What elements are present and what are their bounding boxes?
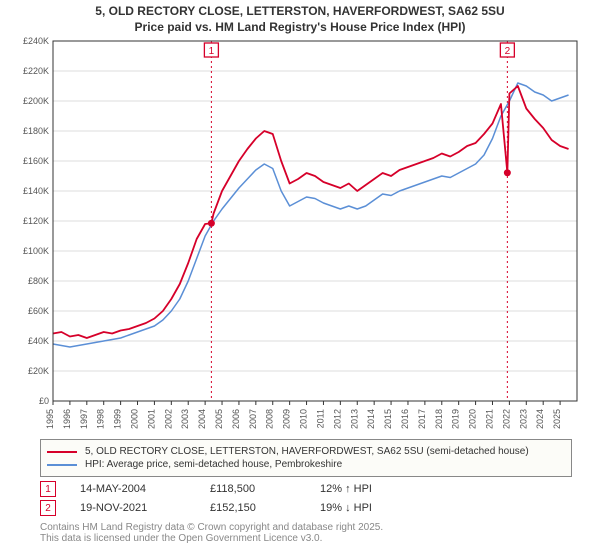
svg-text:2000: 2000 (130, 409, 140, 429)
legend-label-2: HPI: Average price, semi-detached house,… (85, 459, 342, 470)
svg-text:2015: 2015 (383, 409, 393, 429)
legend-row-1: 5, OLD RECTORY CLOSE, LETTERSTON, HAVERF… (47, 446, 565, 457)
svg-text:2023: 2023 (518, 409, 528, 429)
svg-text:£180K: £180K (23, 126, 49, 136)
svg-text:£60K: £60K (28, 306, 49, 316)
legend-row-2: HPI: Average price, semi-detached house,… (47, 459, 565, 470)
marker-delta: 19% ↓ HPI (320, 502, 372, 514)
svg-text:2024: 2024 (535, 409, 545, 429)
svg-text:1997: 1997 (79, 409, 89, 429)
legend-label-1: 5, OLD RECTORY CLOSE, LETTERSTON, HAVERF… (85, 446, 529, 457)
svg-text:2002: 2002 (163, 409, 173, 429)
svg-text:2013: 2013 (349, 409, 359, 429)
legend-swatch-2 (47, 464, 77, 466)
marker-row: 1 14-MAY-2004£118,50012% ↑ HPI (40, 481, 572, 497)
marker-price: £118,500 (210, 483, 320, 495)
svg-text:2001: 2001 (146, 409, 156, 429)
chart-title: 5, OLD RECTORY CLOSE, LETTERSTON, HAVERF… (0, 0, 600, 35)
svg-text:£100K: £100K (23, 246, 49, 256)
svg-text:2004: 2004 (197, 409, 207, 429)
svg-text:2: 2 (505, 46, 511, 57)
svg-text:£120K: £120K (23, 216, 49, 226)
svg-text:2017: 2017 (417, 409, 427, 429)
svg-text:2009: 2009 (282, 409, 292, 429)
marker-date: 19-NOV-2021 (80, 502, 210, 514)
svg-text:1995: 1995 (45, 409, 55, 429)
svg-text:2003: 2003 (180, 409, 190, 429)
svg-text:2020: 2020 (468, 409, 478, 429)
svg-text:£20K: £20K (28, 366, 49, 376)
svg-text:£200K: £200K (23, 96, 49, 106)
svg-text:£140K: £140K (23, 186, 49, 196)
svg-text:2016: 2016 (400, 409, 410, 429)
svg-text:2019: 2019 (451, 409, 461, 429)
footer-line1: Contains HM Land Registry data © Crown c… (40, 522, 572, 533)
svg-text:1999: 1999 (113, 409, 123, 429)
svg-text:£80K: £80K (28, 276, 49, 286)
marker-date: 14-MAY-2004 (80, 483, 210, 495)
svg-text:2010: 2010 (299, 409, 309, 429)
svg-text:2007: 2007 (248, 409, 258, 429)
svg-text:2022: 2022 (501, 409, 511, 429)
footer-line2: This data is licensed under the Open Gov… (40, 533, 572, 544)
title-line1: 5, OLD RECTORY CLOSE, LETTERSTON, HAVERF… (10, 4, 590, 20)
svg-text:2025: 2025 (552, 409, 562, 429)
svg-text:2018: 2018 (434, 409, 444, 429)
svg-text:£40K: £40K (28, 336, 49, 346)
svg-text:£240K: £240K (23, 36, 49, 46)
svg-text:2012: 2012 (332, 409, 342, 429)
svg-text:2021: 2021 (484, 409, 494, 429)
svg-text:£220K: £220K (23, 66, 49, 76)
title-line2: Price paid vs. HM Land Registry's House … (10, 20, 590, 36)
marker-row: 2 19-NOV-2021£152,15019% ↓ HPI (40, 500, 572, 516)
marker-number-box: 1 (40, 481, 56, 497)
svg-text:1998: 1998 (96, 409, 106, 429)
svg-text:2011: 2011 (315, 409, 325, 428)
svg-text:2005: 2005 (214, 409, 224, 429)
chart-area: £0 £20K £40K £60K £80K £100K £120K £140K £160K £1… (5, 35, 595, 435)
svg-text:1: 1 (209, 46, 215, 57)
marker-table: 1 14-MAY-2004£118,50012% ↑ HPI 2 19-NOV-202… (40, 481, 572, 516)
marker-number-box: 2 (40, 500, 56, 516)
svg-text:2008: 2008 (265, 409, 275, 429)
svg-text:2014: 2014 (366, 409, 376, 429)
footer: Contains HM Land Registry data © Crown c… (40, 522, 572, 544)
chart-svg: £0 £20K £40K £60K £80K £100K £120K £140K £160K £1… (5, 35, 595, 435)
marker-price: £152,150 (210, 502, 320, 514)
marker-delta: 12% ↑ HPI (320, 483, 372, 495)
svg-text:£0: £0 (39, 396, 49, 406)
svg-text:2006: 2006 (231, 409, 241, 429)
legend-swatch-1 (47, 451, 77, 453)
svg-text:£160K: £160K (23, 156, 49, 166)
svg-text:1996: 1996 (62, 409, 72, 429)
legend: 5, OLD RECTORY CLOSE, LETTERSTON, HAVERF… (40, 439, 572, 477)
